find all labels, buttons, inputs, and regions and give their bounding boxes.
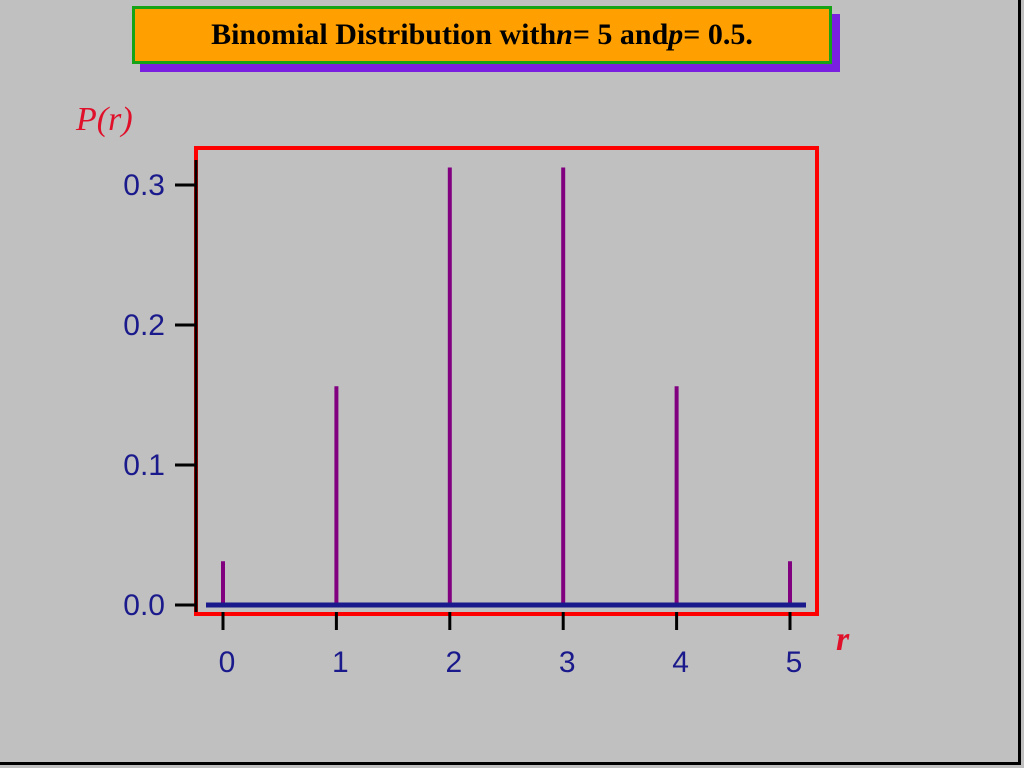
y-tick-label: 0.0: [123, 589, 165, 622]
x-tick-label: 5: [786, 646, 803, 679]
title-prefix: Binomial Distribution with: [211, 18, 557, 51]
title-n-variable: n: [556, 18, 573, 51]
x-tick-label: 0: [219, 646, 236, 679]
title-p-equals: = 0.5.: [683, 18, 753, 51]
x-tick-label: 1: [332, 646, 349, 679]
y-tick-label: 0.1: [123, 449, 165, 482]
x-tick-label: 4: [672, 646, 689, 679]
slide-title: Binomial Distribution with n = 5 and p =…: [132, 6, 832, 64]
y-axis-label: P(r): [75, 101, 133, 138]
x-tick-label: 2: [445, 646, 462, 679]
y-tick-label: 0.2: [123, 309, 165, 342]
plot-border: [194, 146, 819, 616]
title-n-equals: = 5 and: [572, 18, 669, 51]
y-tick-label: 0.3: [123, 169, 165, 202]
title-p-variable: p: [668, 18, 684, 51]
x-tick-label: 3: [559, 646, 576, 679]
x-axis-label: r: [836, 621, 850, 658]
